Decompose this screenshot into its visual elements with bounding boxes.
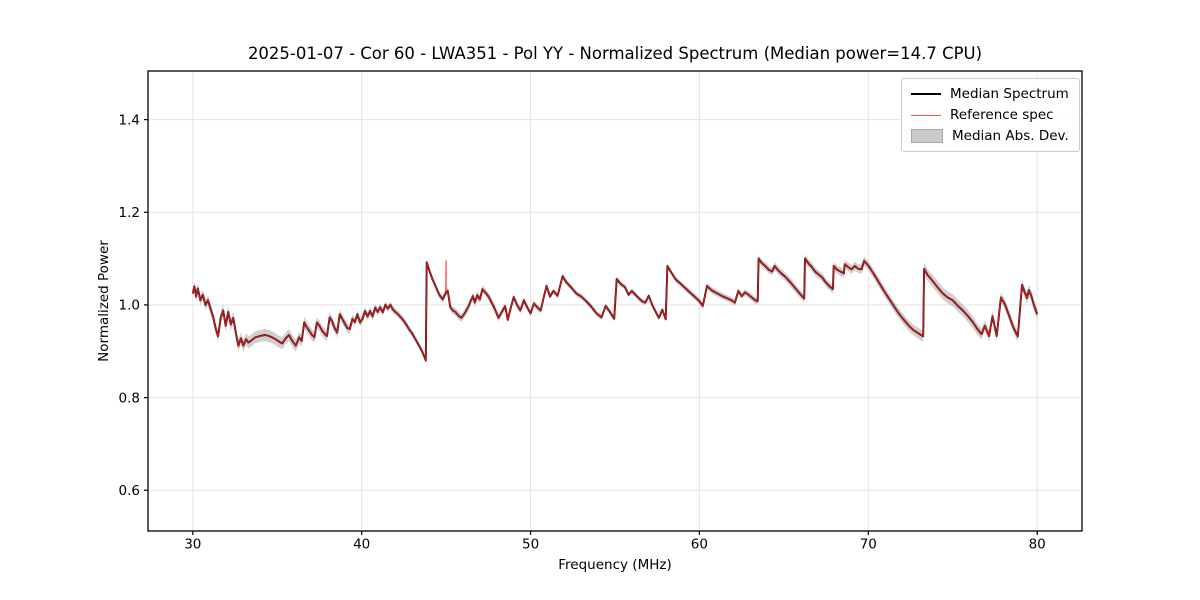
x-axis-label: Frequency (MHz) xyxy=(558,557,672,573)
x-tick-label: 80 xyxy=(1029,537,1046,553)
y-tick-label: 0.6 xyxy=(119,483,140,499)
legend-item-reference-spec: Reference spec xyxy=(911,107,1069,123)
y-axis-label: Normalized Power xyxy=(96,240,112,362)
x-tick-label: 60 xyxy=(691,537,708,553)
legend-label: Reference spec xyxy=(950,107,1054,123)
axes-frame xyxy=(147,70,1083,532)
chart-title: 2025-01-07 - Cor 60 - LWA351 - Pol YY - … xyxy=(247,44,983,63)
legend-label: Median Spectrum xyxy=(950,86,1069,102)
x-tick-label: 70 xyxy=(860,537,877,553)
legend: Median Spectrum Reference spec Median Ab… xyxy=(901,78,1080,152)
y-tick-label: 0.8 xyxy=(119,390,140,406)
x-tick-label: 30 xyxy=(184,537,201,553)
reference-spec-line xyxy=(192,257,1038,362)
y-tick-label: 1.4 xyxy=(119,112,140,128)
y-tick-label: 1.0 xyxy=(119,298,140,314)
x-tick-label: 50 xyxy=(522,537,539,553)
legend-item-median-spectrum: Median Spectrum xyxy=(911,86,1069,102)
y-tick-label: 1.2 xyxy=(119,205,140,221)
legend-label: Median Abs. Dev. xyxy=(952,128,1069,144)
median-spectrum-line-swatch xyxy=(911,93,941,95)
median-abs-dev-patch-swatch xyxy=(911,129,943,143)
legend-item-median-abs-dev: Median Abs. Dev. xyxy=(911,128,1069,144)
x-tick-label: 40 xyxy=(353,537,370,553)
reference-spec-line-swatch xyxy=(911,114,941,116)
